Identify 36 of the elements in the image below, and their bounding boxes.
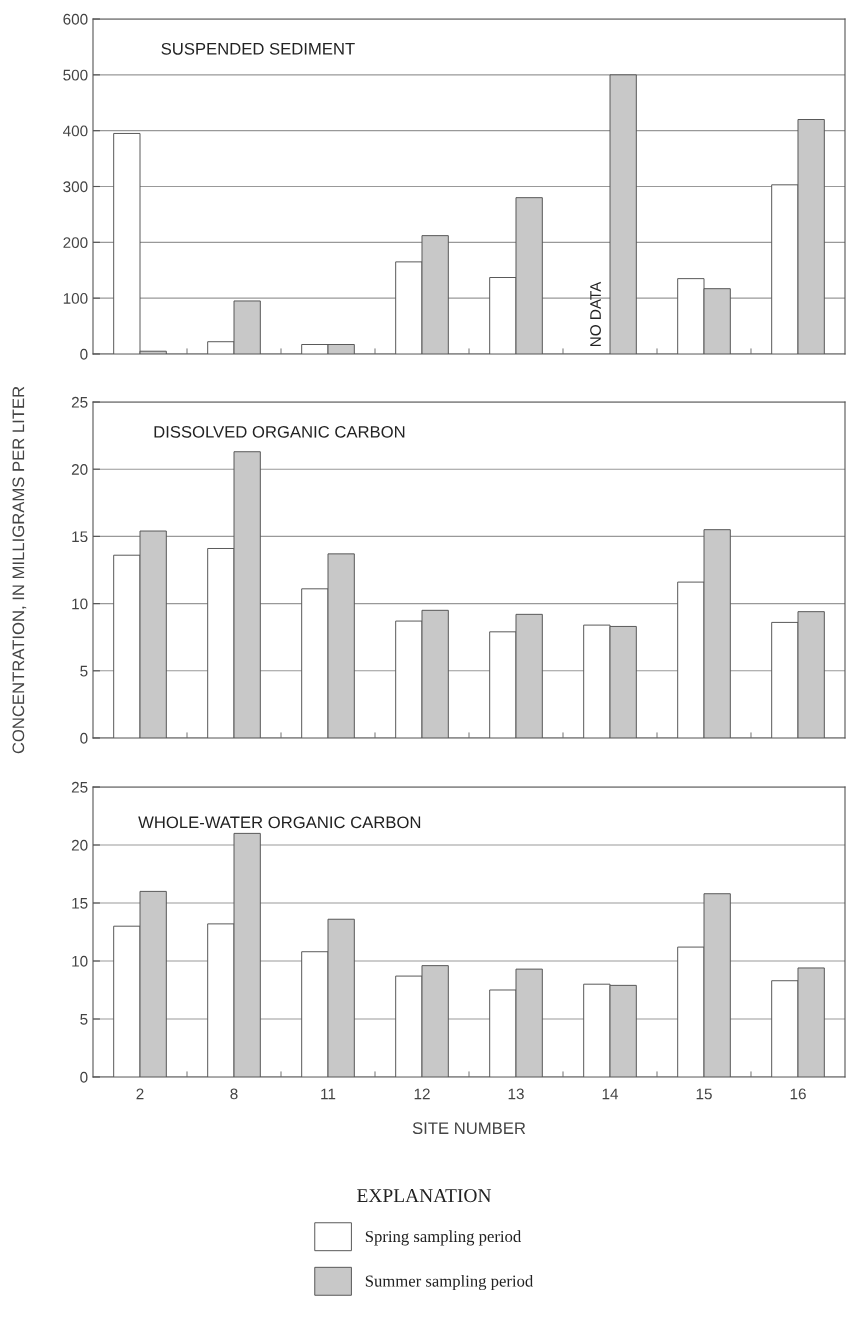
y-tick-label: 5: [80, 1014, 88, 1025]
y-tick-label: 600: [63, 13, 88, 25]
x-tick-label: 14: [602, 1088, 619, 1100]
y-tick-label: 200: [63, 237, 88, 249]
y-tick-label: 25: [71, 396, 88, 408]
x-tick-label: 13: [508, 1088, 524, 1100]
y-tick-label: 0: [80, 732, 88, 744]
y-tick-label: 20: [71, 839, 88, 851]
text: SUSPENDED SEDIMENT: [161, 42, 355, 55]
y-axis-title: CONCENTRATION, IN MILLIGRAMS PER LITER: [12, 386, 27, 754]
y-tick-label: 300: [63, 181, 88, 193]
x-axis-title: SITE NUMBER: [412, 1122, 526, 1135]
legend-label: Summer sampling period: [365, 1274, 534, 1291]
y-tick-label: 15: [72, 531, 88, 543]
y-tick-label: 5: [80, 665, 88, 677]
legend-title: EXPLANATION: [357, 1189, 492, 1203]
y-tick-label: 500: [63, 69, 88, 81]
x-tick-label: 12: [414, 1088, 430, 1100]
x-tick-label: 2: [136, 1088, 144, 1100]
x-tick-label: 8: [230, 1088, 238, 1100]
legend-label: Spring sampling period: [365, 1230, 522, 1246]
text: DISSOLVED ORGANIC CARBON: [154, 425, 405, 438]
y-tick-label: 25: [71, 781, 88, 793]
y-tick-label: 0: [80, 348, 88, 360]
x-tick-label: 16: [790, 1088, 806, 1100]
y-tick-label: 400: [63, 125, 88, 137]
x-tick-label: 11: [321, 1088, 336, 1100]
x-tick-label: 15: [696, 1088, 712, 1100]
y-tick-label: 15: [72, 898, 88, 909]
y-tick-label: 10: [72, 955, 88, 967]
y-tick-label: 100: [63, 293, 88, 304]
text: WHOLE-WATER ORGANIC CARBON: [138, 816, 421, 829]
y-tick-label: 10: [72, 598, 88, 610]
annotation: NO DATA: [590, 281, 601, 347]
y-tick-label: 0: [80, 1071, 88, 1083]
y-tick-label: 20: [71, 464, 88, 475]
